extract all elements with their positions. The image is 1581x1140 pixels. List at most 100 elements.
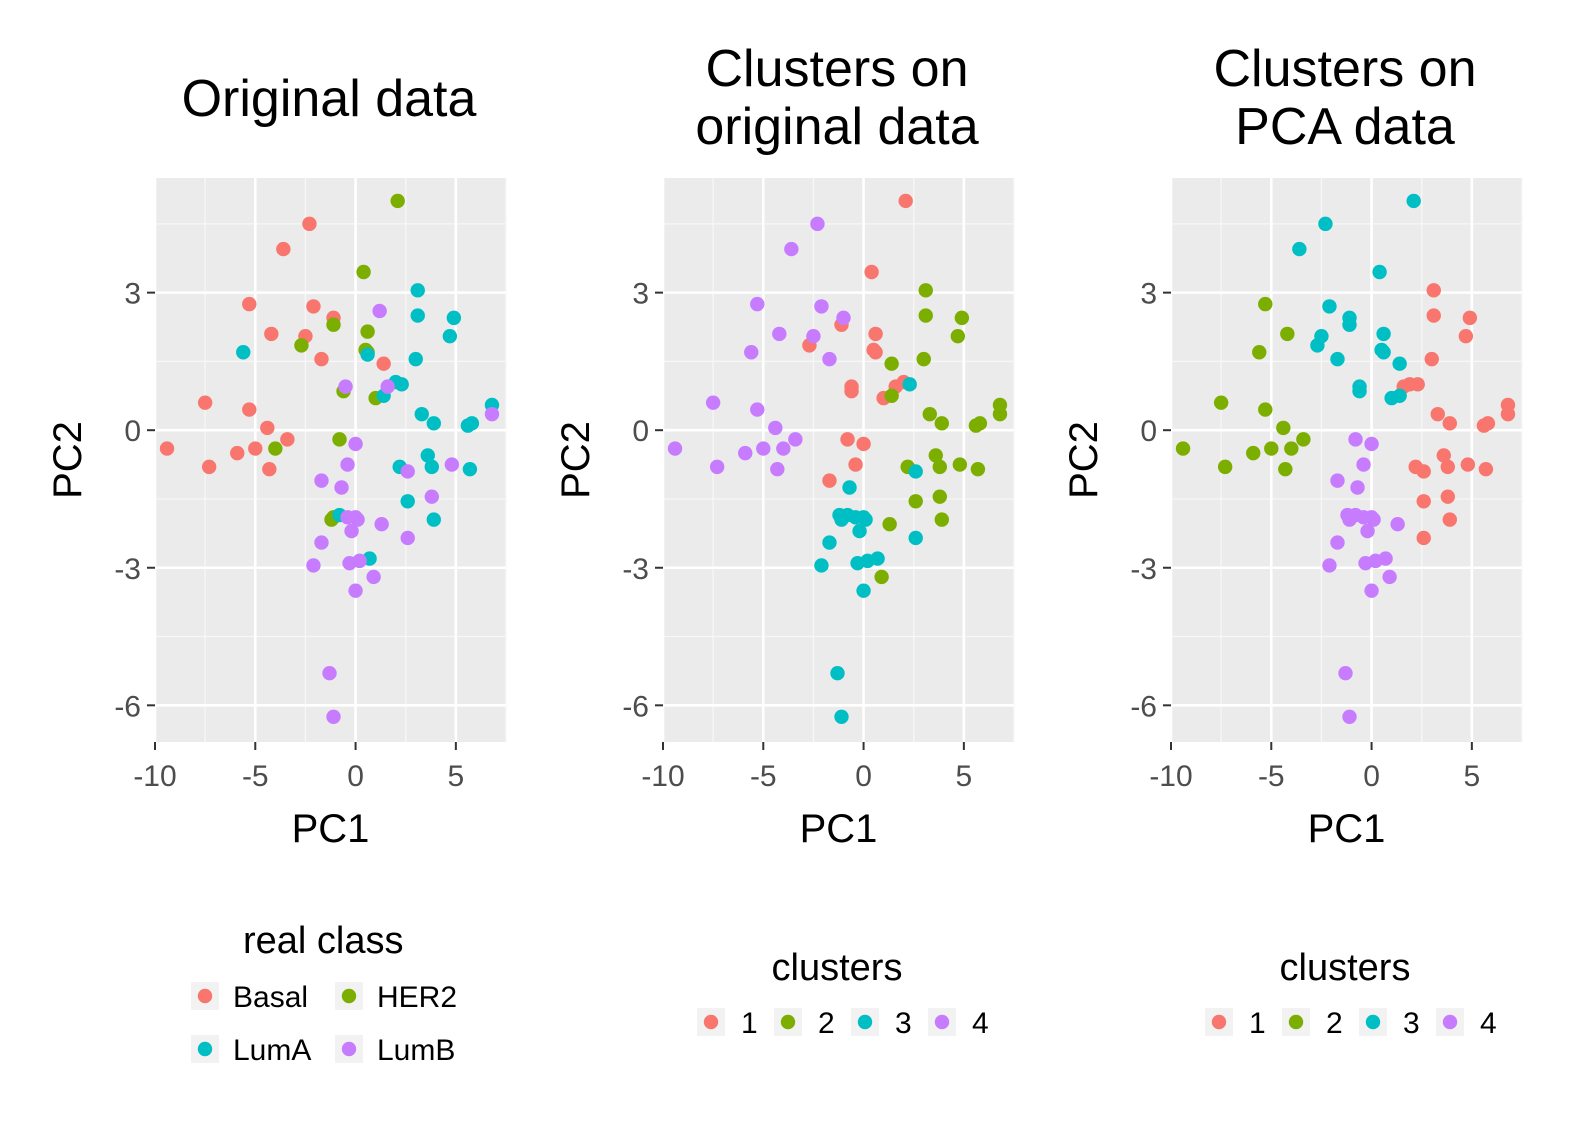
data-point — [230, 445, 245, 461]
data-point — [750, 402, 765, 417]
data-point — [197, 395, 213, 410]
data-point — [464, 416, 480, 431]
legend: real class Basal HER2 LumA LumB — [191, 920, 457, 1067]
legend-key-Basal — [197, 988, 213, 1004]
x-tick-label: 0 — [347, 760, 364, 793]
data-point — [280, 432, 295, 447]
data-point — [667, 441, 683, 456]
series-1 — [1396, 283, 1516, 546]
data-point — [884, 356, 899, 371]
data-point — [442, 328, 458, 344]
legend-key-4 — [1442, 1014, 1458, 1030]
x-axis-title: PC1 — [1308, 807, 1386, 851]
legend: clusters 1 2 3 4 — [1205, 947, 1497, 1040]
data-point — [294, 338, 309, 353]
data-point — [360, 324, 375, 339]
data-point — [992, 406, 1008, 422]
data-point — [242, 402, 257, 417]
data-point — [400, 530, 415, 546]
y-tick-label: 3 — [632, 278, 649, 311]
y-tick-label: 0 — [1140, 415, 1157, 448]
y-tick-label: -3 — [622, 553, 649, 586]
data-point — [856, 583, 871, 598]
data-point — [1330, 535, 1345, 550]
data-point — [868, 326, 883, 342]
data-point — [810, 216, 825, 232]
panel-title-line: Original data — [182, 70, 477, 128]
data-point — [952, 457, 968, 472]
data-point — [1213, 395, 1229, 410]
legend-label: 2 — [1326, 1007, 1343, 1040]
data-point — [1376, 345, 1391, 360]
data-point — [908, 530, 923, 546]
data-point — [1246, 445, 1261, 461]
panel-1: -10 -5 0 5 -6 -3 0 3 PC1 PC2 Original data real cla… — [46, 70, 507, 1067]
data-point — [242, 296, 257, 312]
data-point — [1392, 356, 1407, 371]
legend-label: LumB — [377, 1034, 455, 1067]
data-point — [822, 351, 837, 367]
data-point — [462, 461, 478, 477]
data-point — [1416, 494, 1431, 509]
data-point — [408, 351, 423, 367]
data-point — [840, 432, 855, 447]
data-point — [1278, 461, 1293, 477]
x-tick-label: -5 — [750, 760, 777, 793]
data-point — [1416, 464, 1431, 479]
data-point — [1436, 448, 1451, 463]
data-point — [1258, 402, 1273, 417]
data-point — [1442, 416, 1457, 431]
y-axis-title: PC2 — [554, 421, 598, 499]
legend-label: 1 — [741, 1007, 758, 1040]
legend-label: 2 — [818, 1007, 835, 1040]
legend-title: clusters — [772, 947, 903, 989]
data-point — [934, 512, 949, 527]
x-tick-label: 0 — [855, 760, 872, 793]
data-point — [1280, 326, 1295, 342]
legend-label: 3 — [1403, 1007, 1420, 1040]
data-point — [1364, 436, 1379, 452]
data-point — [1440, 489, 1455, 504]
data-point — [374, 516, 389, 532]
data-point — [1322, 299, 1337, 314]
x-tick-label: -10 — [133, 760, 176, 793]
data-point — [1424, 351, 1439, 367]
data-point — [400, 494, 415, 509]
data-point — [1276, 420, 1291, 436]
data-point — [750, 296, 765, 312]
data-point — [344, 523, 359, 539]
data-point — [1352, 379, 1367, 394]
data-point — [326, 317, 341, 332]
series-LumB — [306, 303, 500, 724]
data-point — [1442, 512, 1457, 527]
data-point — [326, 709, 341, 724]
legend: clusters 1 2 3 4 — [697, 947, 989, 1040]
data-point — [882, 516, 897, 532]
x-axis-title: PC1 — [800, 807, 878, 851]
panel-title-line: PCA data — [1235, 98, 1455, 156]
data-point — [1284, 441, 1299, 456]
series-2 — [874, 283, 1008, 585]
legend-key-LumB — [341, 1041, 357, 1057]
data-point — [1440, 459, 1455, 475]
data-point — [1314, 328, 1329, 344]
y-tick-label: 0 — [632, 415, 649, 448]
data-point — [340, 457, 355, 472]
data-point — [934, 416, 949, 431]
data-point — [322, 666, 337, 681]
legend-key-2 — [780, 1014, 796, 1030]
data-point — [1478, 461, 1494, 477]
y-tick-label: -3 — [1130, 553, 1157, 586]
data-point — [260, 420, 275, 436]
legend-title: clusters — [1280, 947, 1411, 989]
data-point — [1292, 241, 1307, 257]
y-tick-label: 0 — [124, 415, 141, 448]
y-tick-label: -6 — [114, 690, 141, 723]
data-point — [426, 512, 441, 527]
data-point — [1342, 709, 1357, 724]
data-point — [814, 299, 829, 314]
data-point — [1350, 480, 1365, 495]
data-point — [1426, 283, 1441, 298]
